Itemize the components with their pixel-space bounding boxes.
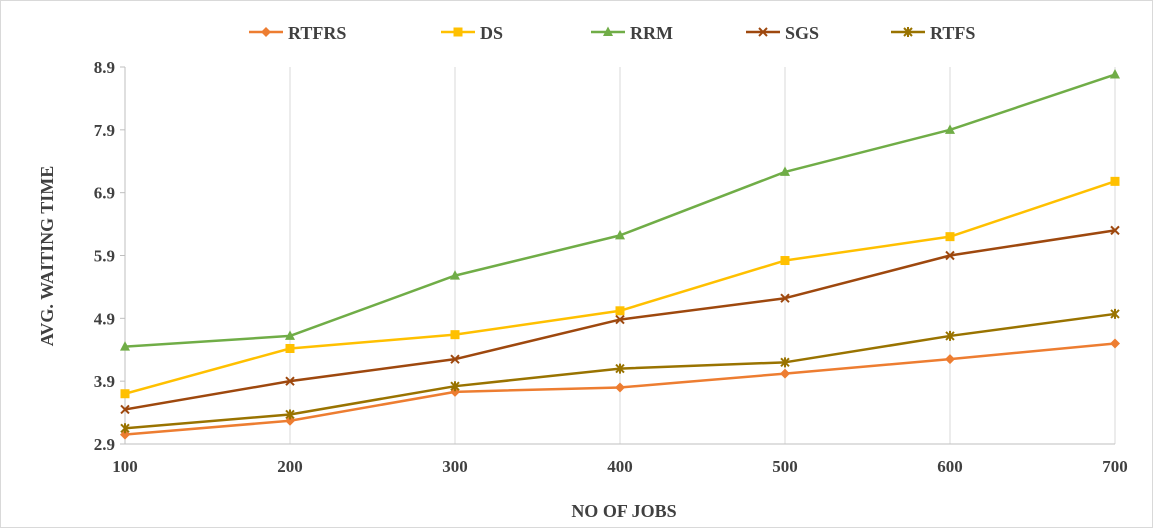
y-tick-label: 7.9 — [94, 121, 115, 140]
y-tick-label: 8.9 — [94, 58, 115, 77]
data-point-ds-300 — [451, 330, 460, 339]
legend-item-rtfrs: RTFRS — [249, 23, 346, 43]
data-point-ds-100 — [121, 389, 130, 398]
data-point-ds-200 — [286, 344, 295, 353]
legend-marker — [261, 27, 271, 37]
y-tick-label: 6.9 — [94, 184, 115, 203]
y-axis-title: AVG. WAITING TIME — [37, 166, 57, 347]
legend: RTFRS DS RRM SGS RTFS — [249, 23, 975, 43]
x-tick-label: 300 — [442, 457, 468, 476]
legend-item-sgs: SGS — [746, 23, 819, 43]
data-point-ds-700 — [1111, 177, 1120, 186]
x-tick-label: 200 — [277, 457, 303, 476]
y-tick-labels: 2.9 3.9 4.9 5.9 6.9 7.9 8.9 — [94, 58, 115, 454]
x-tick-label: 700 — [1102, 457, 1128, 476]
y-tick-label: 4.9 — [94, 309, 115, 328]
data-point-rtfrs-500 — [780, 369, 790, 379]
data-point-ds-600 — [946, 232, 955, 241]
x-axis-title: NO OF JOBS — [571, 501, 676, 521]
data-point-rtfrs-600 — [945, 354, 955, 364]
data-point-rrm-700 — [1110, 69, 1120, 79]
data-point-ds-400 — [616, 306, 625, 315]
legend-item-rrm: RRM — [591, 23, 673, 43]
legend-label: RTFRS — [288, 23, 346, 43]
data-point-ds-500 — [781, 256, 790, 265]
legend-label: RTFS — [930, 23, 975, 43]
y-tick-label: 5.9 — [94, 247, 115, 266]
legend-label: RRM — [630, 23, 673, 43]
data-point-rtfrs-400 — [615, 382, 625, 392]
x-tick-label: 600 — [937, 457, 963, 476]
x-tick-label: 100 — [112, 457, 138, 476]
y-tick-label: 3.9 — [94, 372, 115, 391]
x-tick-label: 500 — [772, 457, 798, 476]
legend-marker — [454, 28, 463, 37]
x-tick-label: 400 — [607, 457, 633, 476]
y-tick-label: 2.9 — [94, 435, 115, 454]
data-point-rtfrs-700 — [1110, 338, 1120, 348]
legend-item-ds: DS — [441, 23, 503, 43]
legend-label: SGS — [785, 23, 819, 43]
x-tick-labels: 100 200 300 400 500 600 700 — [112, 457, 1128, 476]
legend-item-rtfs: RTFS — [891, 23, 975, 43]
legend-label: DS — [480, 23, 503, 43]
